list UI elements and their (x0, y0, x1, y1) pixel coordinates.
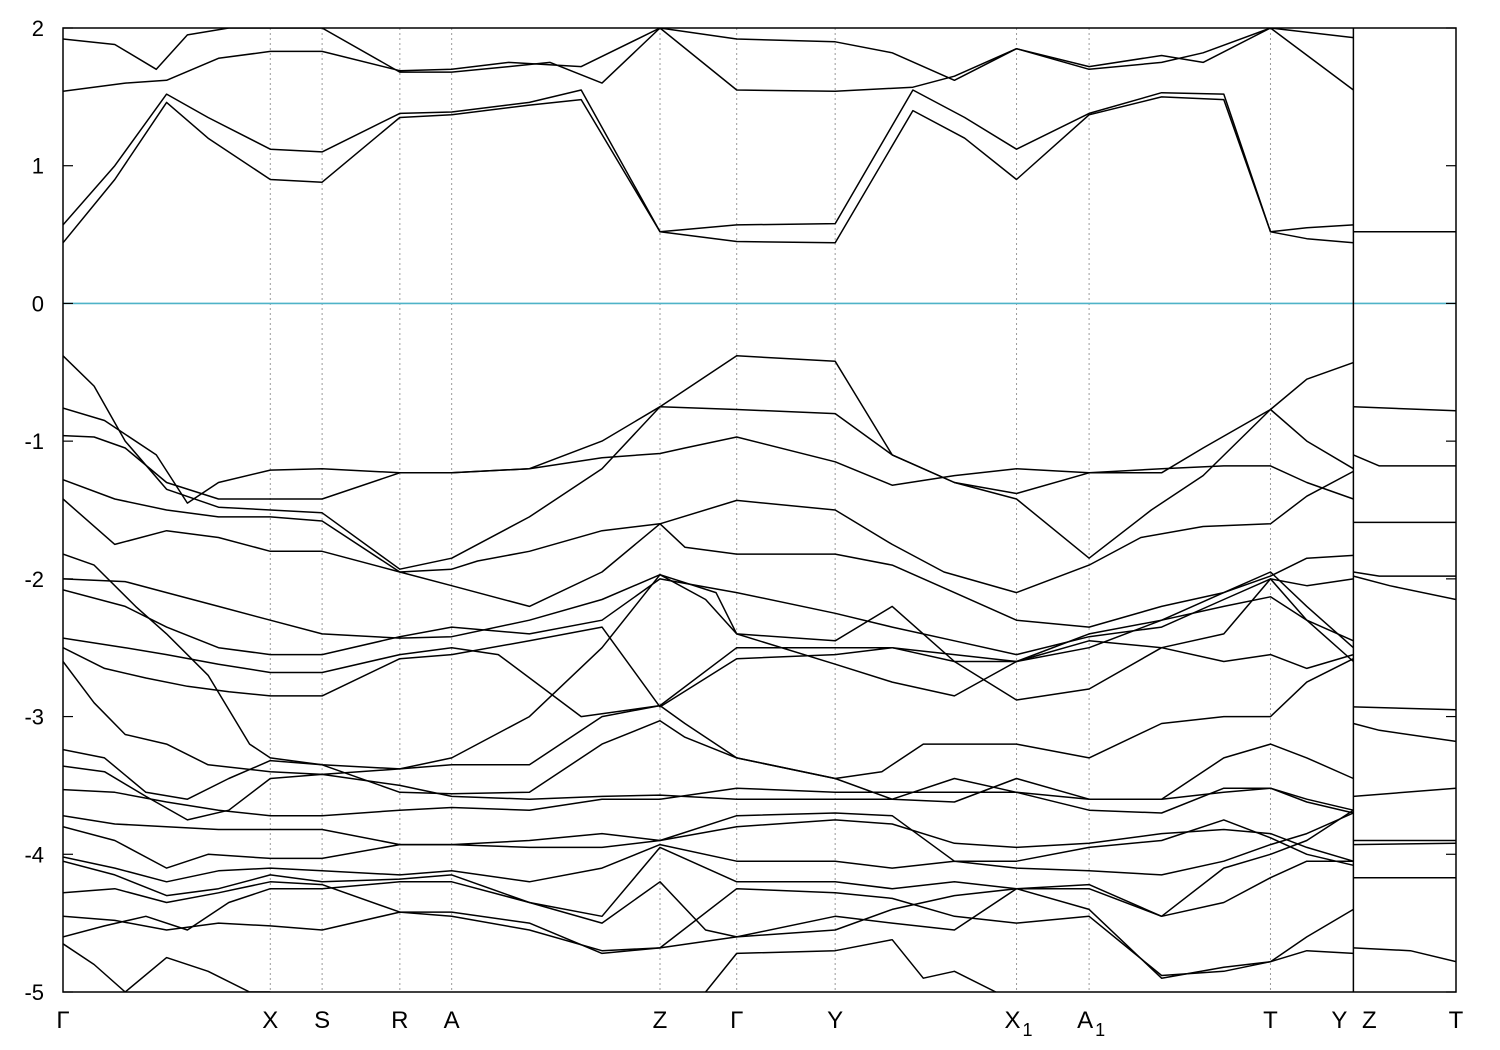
band-line-20 (63, 812, 1354, 869)
kpoint-subscript: 1 (1023, 1020, 1033, 1040)
band-line-25 (63, 809, 1354, 938)
band-line-40 (1353, 947, 1456, 963)
kpoint-label: X (1005, 1007, 1021, 1034)
band-line-9 (63, 498, 1354, 628)
kpoint-label: Y (1331, 1007, 1347, 1034)
band-line-13 (63, 637, 1354, 718)
band-line-32 (1353, 571, 1456, 577)
band-line-3 (63, 28, 1354, 93)
band-line-21 (63, 812, 1354, 883)
band-line-26 (63, 943, 271, 992)
band-line-24 (63, 887, 1354, 979)
y-tick-label: -5 (24, 980, 44, 1005)
kpoint-label: S (314, 1007, 330, 1034)
y-tick-label: 2 (32, 16, 44, 41)
band-line-8 (63, 470, 1354, 608)
kpoint-label: Z (653, 1007, 668, 1034)
band-line-6 (63, 405, 1354, 504)
axes (62, 27, 1457, 993)
band-line-35 (1353, 722, 1456, 743)
band-line-19 (63, 814, 1354, 862)
band-line-23 (63, 881, 1354, 977)
band-line-18 (63, 787, 1354, 817)
band-line-1 (63, 96, 1354, 244)
band-line-12 (63, 578, 1354, 656)
y-axis-ticks: 2 1 0 -1 -2 -3 -4 -5 (24, 16, 1456, 1005)
band-line-7 (63, 434, 1354, 500)
plot-frame (62, 27, 1457, 993)
band-line-16 (63, 719, 1354, 800)
band-line-38 (1353, 842, 1456, 846)
band-line-29 (1353, 405, 1456, 412)
band-line-2 (63, 89, 1354, 233)
kpoint-label: Γ (56, 1007, 69, 1034)
band-line-10 (63, 553, 1354, 770)
y-tick-label: -4 (24, 842, 44, 867)
band-line-14 (63, 578, 1354, 708)
band-line-36 (1353, 787, 1456, 798)
kpoint-label: A (1077, 1007, 1093, 1034)
band-line-5 (63, 355, 1354, 570)
band-line-15 (63, 658, 1354, 780)
band-line-34 (1353, 706, 1456, 711)
kpoint-label: T (1263, 1007, 1278, 1034)
kpoint-label: X (262, 1007, 278, 1034)
kpoint-subscript: 1 (1095, 1020, 1105, 1040)
band-line-27 (705, 938, 997, 992)
band-line-4 (63, 28, 1354, 84)
band-line-33 (1353, 575, 1456, 601)
y-tick-label: 1 (32, 154, 44, 179)
y-tick-label: -2 (24, 567, 44, 592)
kpoint-label: Y (827, 1007, 843, 1034)
y-tick-label: -3 (24, 705, 44, 730)
kpoint-label: T (1449, 1007, 1464, 1034)
band-line-11 (63, 573, 1354, 697)
kpoint-label: R (391, 1007, 408, 1034)
kpoint-label: A (444, 1007, 460, 1034)
y-tick-label: 0 (32, 291, 44, 316)
band-line-17 (63, 765, 1354, 821)
y-tick-label: -1 (24, 429, 44, 454)
bands (63, 28, 1456, 992)
kpoint-grid (269, 28, 1271, 992)
kpoint-label: Γ (730, 1007, 743, 1034)
band-line-22 (63, 846, 1354, 918)
kpoint-label: Z (1362, 1007, 1377, 1034)
band-line-30 (1353, 454, 1456, 467)
